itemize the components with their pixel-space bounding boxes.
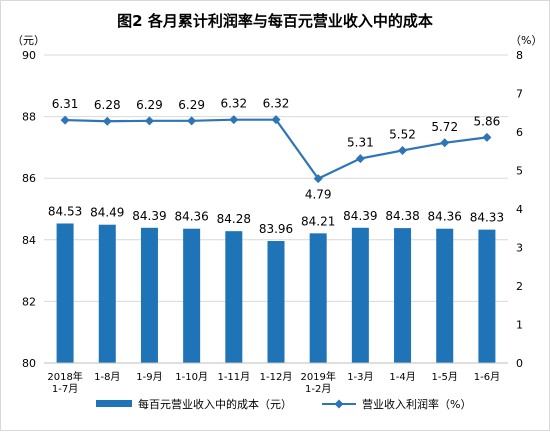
line-point bbox=[187, 116, 197, 126]
line-point bbox=[144, 116, 154, 126]
x-tick-label: 1-6月 bbox=[474, 371, 500, 383]
bar bbox=[56, 223, 74, 363]
line-value-label: 5.86 bbox=[474, 114, 501, 128]
x-tick-label: 1-12月 bbox=[260, 371, 293, 383]
legend-bar-label: 每百元营业收入中的成本（元） bbox=[138, 397, 292, 411]
left-axis-unit: （元） bbox=[12, 34, 45, 47]
bar-value-label: 84.36 bbox=[174, 210, 208, 224]
line-point bbox=[102, 116, 112, 126]
bar-series bbox=[56, 223, 496, 363]
line-value-label: 4.79 bbox=[305, 188, 332, 202]
x-tick-label: 2019年 1-2月 bbox=[300, 370, 335, 395]
legend: 每百元营业收入中的成本（元） 营业收入利润率（%） bbox=[96, 397, 471, 411]
left-tick-label: 82 bbox=[22, 295, 36, 308]
right-tick-label: 1 bbox=[516, 319, 523, 332]
x-tick-label: 1-4月 bbox=[389, 371, 415, 383]
line-value-label: 6.29 bbox=[178, 98, 205, 112]
left-tick-label: 84 bbox=[22, 234, 36, 247]
bar-value-label: 83.96 bbox=[259, 222, 293, 236]
bar-value-label: 84.38 bbox=[385, 209, 419, 223]
legend-line-marker bbox=[334, 399, 344, 409]
line-value-label: 6.32 bbox=[220, 97, 247, 111]
x-tick-label: 2018年 1-7月 bbox=[47, 370, 82, 395]
line-point bbox=[229, 115, 239, 125]
legend-line-label: 营业收入利润率（%） bbox=[362, 397, 471, 411]
left-tick-label: 86 bbox=[22, 172, 36, 185]
gridlines bbox=[44, 54, 508, 302]
bar-value-label: 84.28 bbox=[217, 212, 251, 226]
bar bbox=[225, 231, 243, 363]
chart-title: 图2 各月累计利润率与每百元营业收入中的成本 bbox=[117, 12, 433, 30]
line-value-label: 5.72 bbox=[431, 120, 458, 134]
bar-value-label: 84.39 bbox=[132, 209, 166, 223]
bar bbox=[267, 241, 285, 363]
line-point bbox=[398, 145, 408, 155]
right-tick-label: 3 bbox=[516, 242, 523, 255]
bar-value-label: 84.39 bbox=[343, 209, 377, 223]
bar-value-label: 84.36 bbox=[428, 210, 462, 224]
left-tick-label: 88 bbox=[22, 111, 36, 124]
line-series bbox=[60, 115, 492, 184]
bar bbox=[478, 229, 496, 363]
right-tick-label: 7 bbox=[516, 88, 523, 101]
data-labels: 84.53 84.49 84.39 84.36 84.28 83.96 84.21 84.39… bbox=[48, 97, 504, 236]
legend-bar-swatch bbox=[96, 400, 132, 407]
right-tick-label: 8 bbox=[516, 49, 523, 62]
x-tick-label: 1-10月 bbox=[175, 371, 208, 383]
line-point bbox=[482, 132, 492, 142]
x-tick-label: 1-8月 bbox=[94, 371, 120, 383]
line-value-label: 6.29 bbox=[136, 98, 163, 112]
line-value-label: 6.32 bbox=[263, 97, 290, 111]
x-tick-label: 1-5月 bbox=[432, 371, 458, 383]
bar bbox=[98, 224, 116, 363]
line-value-label: 6.28 bbox=[94, 98, 121, 112]
line-point bbox=[313, 174, 323, 184]
right-tick-label: 0 bbox=[516, 357, 523, 370]
line-value-label: 5.52 bbox=[389, 127, 416, 141]
line-point bbox=[60, 115, 70, 125]
right-tick-label: 5 bbox=[516, 165, 523, 178]
bar-value-label: 84.53 bbox=[48, 204, 82, 218]
bar-value-label: 84.33 bbox=[470, 211, 504, 225]
bar-value-label: 84.49 bbox=[90, 206, 124, 220]
line-point bbox=[440, 138, 450, 148]
bar bbox=[140, 227, 158, 363]
x-tick-label: 1-3月 bbox=[347, 371, 373, 383]
bar bbox=[394, 228, 412, 363]
right-tick-label: 6 bbox=[516, 126, 523, 139]
x-tick-label: 1-9月 bbox=[136, 371, 162, 383]
line-value-label: 5.31 bbox=[347, 136, 374, 150]
bar bbox=[309, 233, 327, 363]
line-point bbox=[271, 115, 281, 125]
right-axis-unit: （%） bbox=[510, 34, 542, 47]
bar bbox=[183, 228, 201, 363]
left-tick-label: 80 bbox=[22, 357, 36, 370]
left-tick-label: 90 bbox=[22, 49, 36, 62]
right-tick-label: 2 bbox=[516, 280, 523, 293]
line-point bbox=[355, 154, 365, 164]
axes: 80 82 84 86 88 90 0 1 2 3 4 5 6 7 8 2018年 1-7月 1-8月 1-9月 1-… bbox=[22, 49, 523, 395]
right-tick-label: 4 bbox=[516, 203, 523, 216]
bar bbox=[351, 227, 369, 363]
bar bbox=[436, 228, 454, 363]
x-tick-label: 1-11月 bbox=[217, 371, 250, 383]
line-value-label: 6.31 bbox=[52, 97, 79, 111]
bar-value-label: 84.21 bbox=[301, 214, 335, 228]
